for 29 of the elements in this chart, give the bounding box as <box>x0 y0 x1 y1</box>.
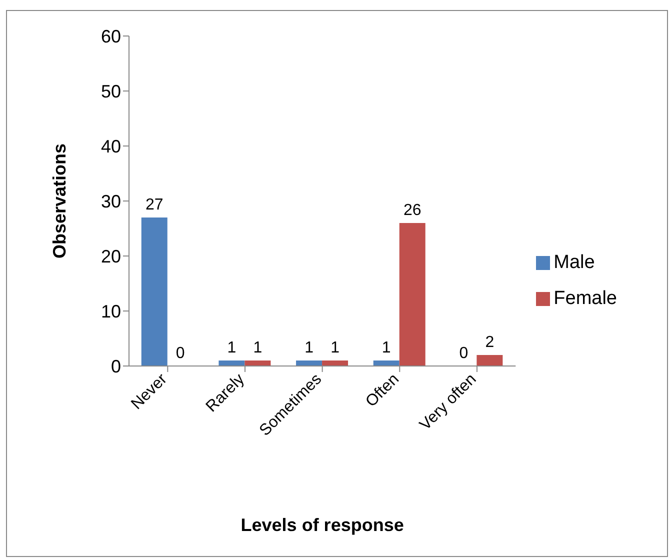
y-tick-label: 60 <box>100 26 121 46</box>
data-label: 0 <box>176 345 185 362</box>
y-tick-label: 0 <box>110 356 121 376</box>
data-label: 27 <box>145 196 164 214</box>
legend-label: Male <box>554 252 595 273</box>
data-label: 1 <box>382 340 391 356</box>
legend-label: Female <box>554 288 617 309</box>
y-tick-label: 40 <box>100 136 121 156</box>
bar <box>476 355 503 366</box>
bar <box>373 360 400 366</box>
y-axis-title: Observations <box>49 143 70 259</box>
bar <box>399 223 426 366</box>
data-label: 2 <box>485 334 494 351</box>
y-tick-label: 20 <box>100 246 121 266</box>
bar <box>141 218 168 366</box>
data-label: 26 <box>403 202 422 219</box>
bar <box>296 360 322 366</box>
y-tick-label: 50 <box>100 81 121 102</box>
y-tick-label: 10 <box>100 301 121 322</box>
y-tick-label: 30 <box>100 191 121 212</box>
bar <box>244 360 271 366</box>
bar <box>218 360 245 366</box>
data-label: 1 <box>253 340 262 356</box>
x-axis-title: Levels of response <box>240 515 404 535</box>
data-label: 0 <box>459 345 468 362</box>
data-label: 1 <box>227 340 236 356</box>
data-label: 1 <box>304 340 314 356</box>
data-label: 1 <box>330 340 340 356</box>
bar <box>322 360 348 366</box>
